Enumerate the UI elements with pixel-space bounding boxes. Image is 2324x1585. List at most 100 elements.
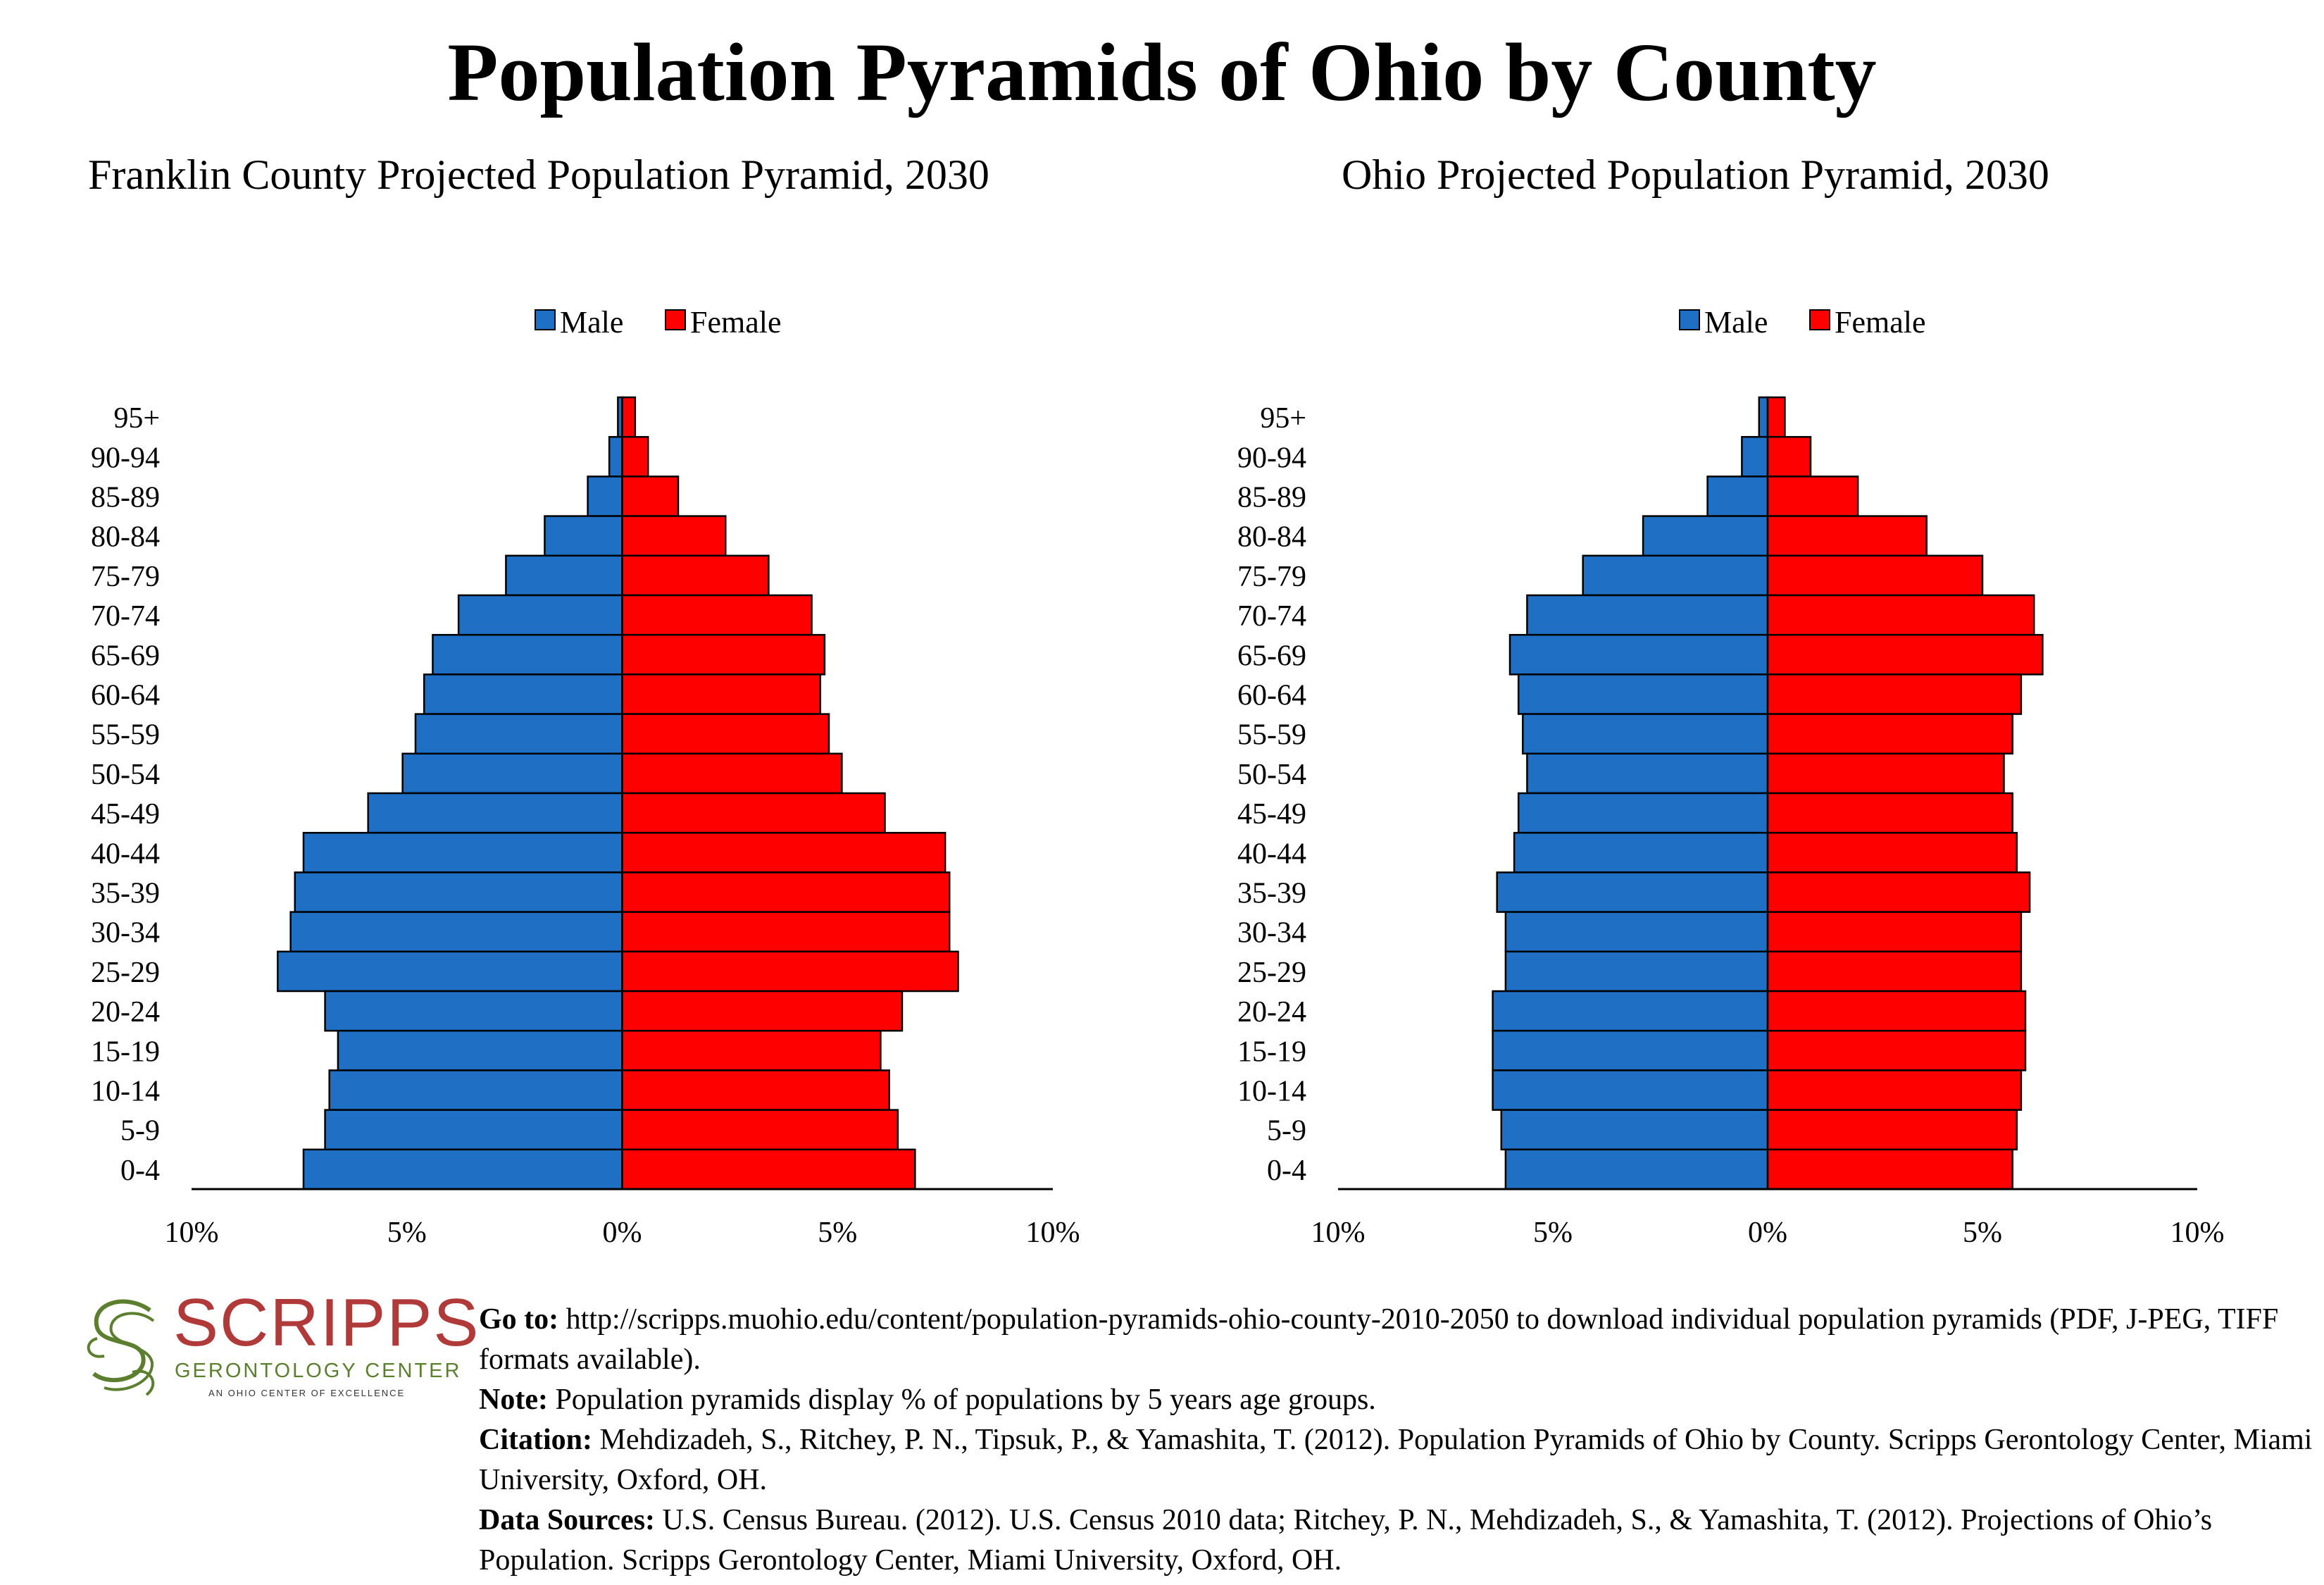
- population-pyramids: Franklin County Projected Population Pyr…: [88, 151, 2225, 1249]
- ohio-bar-male-90-94: [1741, 435, 1769, 478]
- ohio-age-label-95+: 95+: [1260, 402, 1306, 435]
- ohio-bar-male-50-54: [1526, 752, 1769, 795]
- ohio-age-label-50-54: 50-54: [1237, 759, 1306, 791]
- franklin-age-label-75-79: 75-79: [91, 561, 160, 593]
- ohio-age-label-70-74: 70-74: [1237, 600, 1306, 633]
- franklin-bar-male-75-79: [505, 554, 623, 597]
- ohio-bar-male-60-64: [1517, 673, 1769, 715]
- franklin-bar-female-50-54: [621, 752, 843, 795]
- franklin-x-tick-2: 0%: [603, 1217, 642, 1249]
- franklin-bar-female-5-9: [621, 1109, 899, 1151]
- ohio-bar-female-70-74: [1766, 594, 2035, 636]
- ohio-bar-male-0-4: [1504, 1148, 1769, 1191]
- franklin-age-label-60-64: 60-64: [91, 680, 160, 712]
- franklin-bar-male-15-19: [337, 1029, 623, 1071]
- franklin-age-label-35-39: 35-39: [91, 878, 160, 910]
- sources-text: U.S. Census Bureau. (2012). U.S. Census …: [479, 1504, 2213, 1577]
- franklin-bar-male-5-9: [324, 1109, 623, 1151]
- franklin-legend-male-label: Male: [560, 305, 623, 340]
- franklin-bar-male-45-49: [367, 792, 623, 834]
- ohio-age-label-25-29: 25-29: [1237, 957, 1306, 989]
- citation-label: Citation:: [479, 1424, 592, 1456]
- franklin-age-label-80-84: 80-84: [91, 521, 160, 554]
- franklin-bar-female-85-89: [621, 476, 680, 517]
- footer-sources: Data Sources: U.S. Census Bureau. (2012)…: [479, 1500, 2324, 1581]
- franklin-bar-female-80-84: [621, 515, 727, 557]
- franklin-bar-male-30-34: [289, 911, 623, 953]
- ohio-bar-female-95+: [1766, 396, 1786, 438]
- franklin-age-label-40-44: 40-44: [91, 838, 160, 870]
- franklin-bar-male-90-94: [608, 435, 623, 478]
- franklin-bar-female-55-59: [621, 713, 830, 755]
- ohio-bar-male-85-89: [1706, 476, 1769, 517]
- franklin-age-label-90-94: 90-94: [91, 442, 160, 474]
- ohio-x-tick-0: 10%: [1311, 1217, 1366, 1249]
- ohio-bar-female-35-39: [1766, 871, 2031, 913]
- franklin-age-label-70-74: 70-74: [91, 600, 160, 633]
- franklin-age-label-20-24: 20-24: [91, 996, 160, 1028]
- franklin-bar-male-40-44: [302, 831, 623, 874]
- franklin-x-tick-3: 5%: [818, 1217, 857, 1249]
- ohio-age-label-90-94: 90-94: [1237, 442, 1306, 474]
- ohio-age-label-20-24: 20-24: [1237, 996, 1306, 1028]
- note-text: Population pyramids display % of populat…: [547, 1384, 1376, 1416]
- franklin-bar-male-85-89: [587, 476, 623, 517]
- ohio-bar-male-40-44: [1513, 831, 1769, 874]
- ohio-bar-female-75-79: [1766, 554, 1984, 597]
- ohio-bar-female-20-24: [1766, 990, 2027, 1032]
- logo-tagline: AN OHIO CENTER OF EXCELLENCE: [208, 1388, 406, 1398]
- franklin-age-label-55-59: 55-59: [91, 719, 160, 752]
- ohio-bar-male-75-79: [1582, 554, 1769, 597]
- franklin-age-label-30-34: 30-34: [91, 917, 160, 950]
- footer-citation: Citation: Mehdizadeh, S., Ritchey, P. N.…: [479, 1420, 2324, 1500]
- ohio-legend-male-label: Male: [1704, 305, 1768, 340]
- goto-label: Go to:: [479, 1303, 559, 1336]
- franklin-bar-female-60-64: [621, 673, 822, 715]
- franklin-legend-male-swatch: [535, 309, 556, 330]
- franklin-bar-female-35-39: [621, 871, 951, 913]
- franklin-bar-female-45-49: [621, 792, 886, 834]
- footer-goto: Go to: http://scripps.muohio.edu/content…: [479, 1300, 2324, 1380]
- franklin-age-label-45-49: 45-49: [91, 798, 160, 831]
- franklin-age-label-0-4: 0-4: [120, 1155, 160, 1187]
- ohio-bar-female-90-94: [1766, 435, 1812, 478]
- ohio-age-label-15-19: 15-19: [1237, 1036, 1306, 1068]
- franklin-age-label-65-69: 65-69: [91, 640, 160, 672]
- franklin-bar-male-80-84: [544, 515, 623, 557]
- ohio-bar-male-10-14: [1492, 1069, 1769, 1111]
- ohio-bar-female-80-84: [1766, 515, 1928, 557]
- ohio-bar-female-0-4: [1766, 1148, 2013, 1191]
- ohio-x-tick-4: 10%: [2170, 1217, 2225, 1249]
- citation-text: Mehdizadeh, S., Ritchey, P. N., Tipsuk, …: [479, 1424, 2313, 1496]
- franklin-bar-female-20-24: [621, 990, 904, 1032]
- ohio-bar-male-35-39: [1496, 871, 1769, 913]
- ohio-age-label-60-64: 60-64: [1237, 680, 1306, 712]
- franklin-x-tick-0: 10%: [165, 1217, 219, 1249]
- franklin-bar-male-10-14: [328, 1069, 623, 1111]
- franklin-bar-male-55-59: [414, 713, 623, 755]
- ohio-bar-male-55-59: [1522, 713, 1769, 755]
- ohio-bar-female-65-69: [1766, 633, 2044, 676]
- ohio-bar-female-85-89: [1766, 476, 1859, 517]
- ohio-bar-female-45-49: [1766, 792, 2013, 834]
- ohio-bar-male-30-34: [1504, 911, 1769, 953]
- franklin-x-tick-1: 5%: [387, 1217, 427, 1249]
- ohio-x-tick-2: 0%: [1748, 1217, 1787, 1249]
- franklin-bar-male-25-29: [277, 950, 623, 993]
- franklin-bar-male-60-64: [423, 673, 623, 715]
- franklin-bar-female-25-29: [621, 950, 959, 993]
- ohio-bar-male-25-29: [1504, 950, 1769, 993]
- ohio-bar-female-25-29: [1766, 950, 2023, 993]
- ohio-bar-female-40-44: [1766, 831, 2018, 874]
- note-label: Note:: [479, 1384, 548, 1416]
- ohio-age-label-35-39: 35-39: [1237, 878, 1306, 910]
- franklin-bar-female-70-74: [621, 594, 813, 636]
- ohio-x-tick-1: 5%: [1533, 1217, 1573, 1249]
- scripps-logo-icon: [87, 1299, 155, 1396]
- franklin-bar-female-95+: [621, 396, 637, 438]
- ohio-bar-female-60-64: [1766, 673, 2023, 715]
- franklin-bar-male-70-74: [457, 594, 623, 636]
- ohio-bar-female-50-54: [1766, 752, 2005, 795]
- franklin-bar-male-65-69: [432, 633, 623, 676]
- sources-label: Data Sources:: [479, 1504, 656, 1536]
